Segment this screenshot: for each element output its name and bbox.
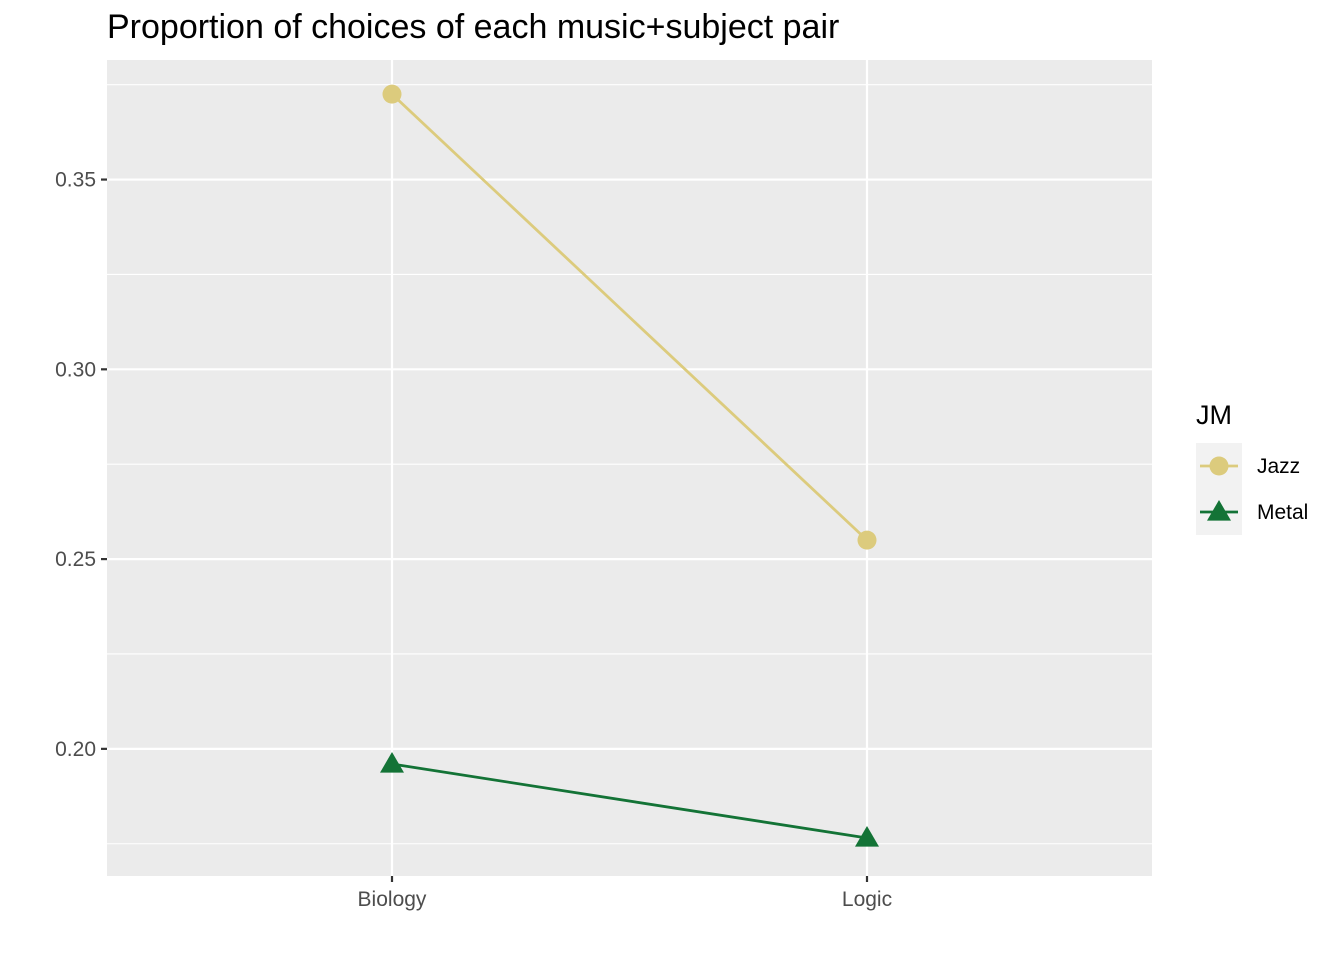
series-line-jazz bbox=[391, 93, 868, 542]
series-layer bbox=[380, 84, 879, 847]
legend-label-metal: Metal bbox=[1257, 501, 1308, 524]
y-tick-label: 0.20 bbox=[55, 738, 96, 761]
data-point-metal-biology bbox=[380, 752, 404, 773]
legend-key-marker-jazz bbox=[1209, 456, 1229, 476]
chart-title: Proportion of choices of each music+subj… bbox=[107, 8, 839, 46]
legend-label-jazz: Jazz bbox=[1257, 455, 1300, 478]
data-point-jazz-biology bbox=[382, 84, 402, 104]
grid-layer bbox=[107, 60, 1152, 876]
y-tick-label: 0.30 bbox=[55, 358, 96, 381]
y-tick-label: 0.25 bbox=[55, 548, 96, 571]
legend-title: JM bbox=[1196, 400, 1232, 430]
plot-panel bbox=[107, 60, 1152, 876]
x-tick-label: Biology bbox=[358, 888, 427, 911]
legend-key-marker-metal bbox=[1207, 500, 1231, 521]
data-point-jazz-logic bbox=[857, 530, 877, 550]
legend: JM Jazz Metal bbox=[1196, 400, 1308, 535]
legend-keys bbox=[1200, 456, 1238, 521]
data-point-metal-logic bbox=[855, 826, 879, 847]
axis-layer: 0.20 0.25 0.30 0.35 Biology Logic bbox=[55, 169, 892, 911]
x-tick-label: Logic bbox=[842, 888, 892, 911]
series-line-metal bbox=[391, 762, 868, 840]
y-tick-label: 0.35 bbox=[55, 169, 96, 192]
